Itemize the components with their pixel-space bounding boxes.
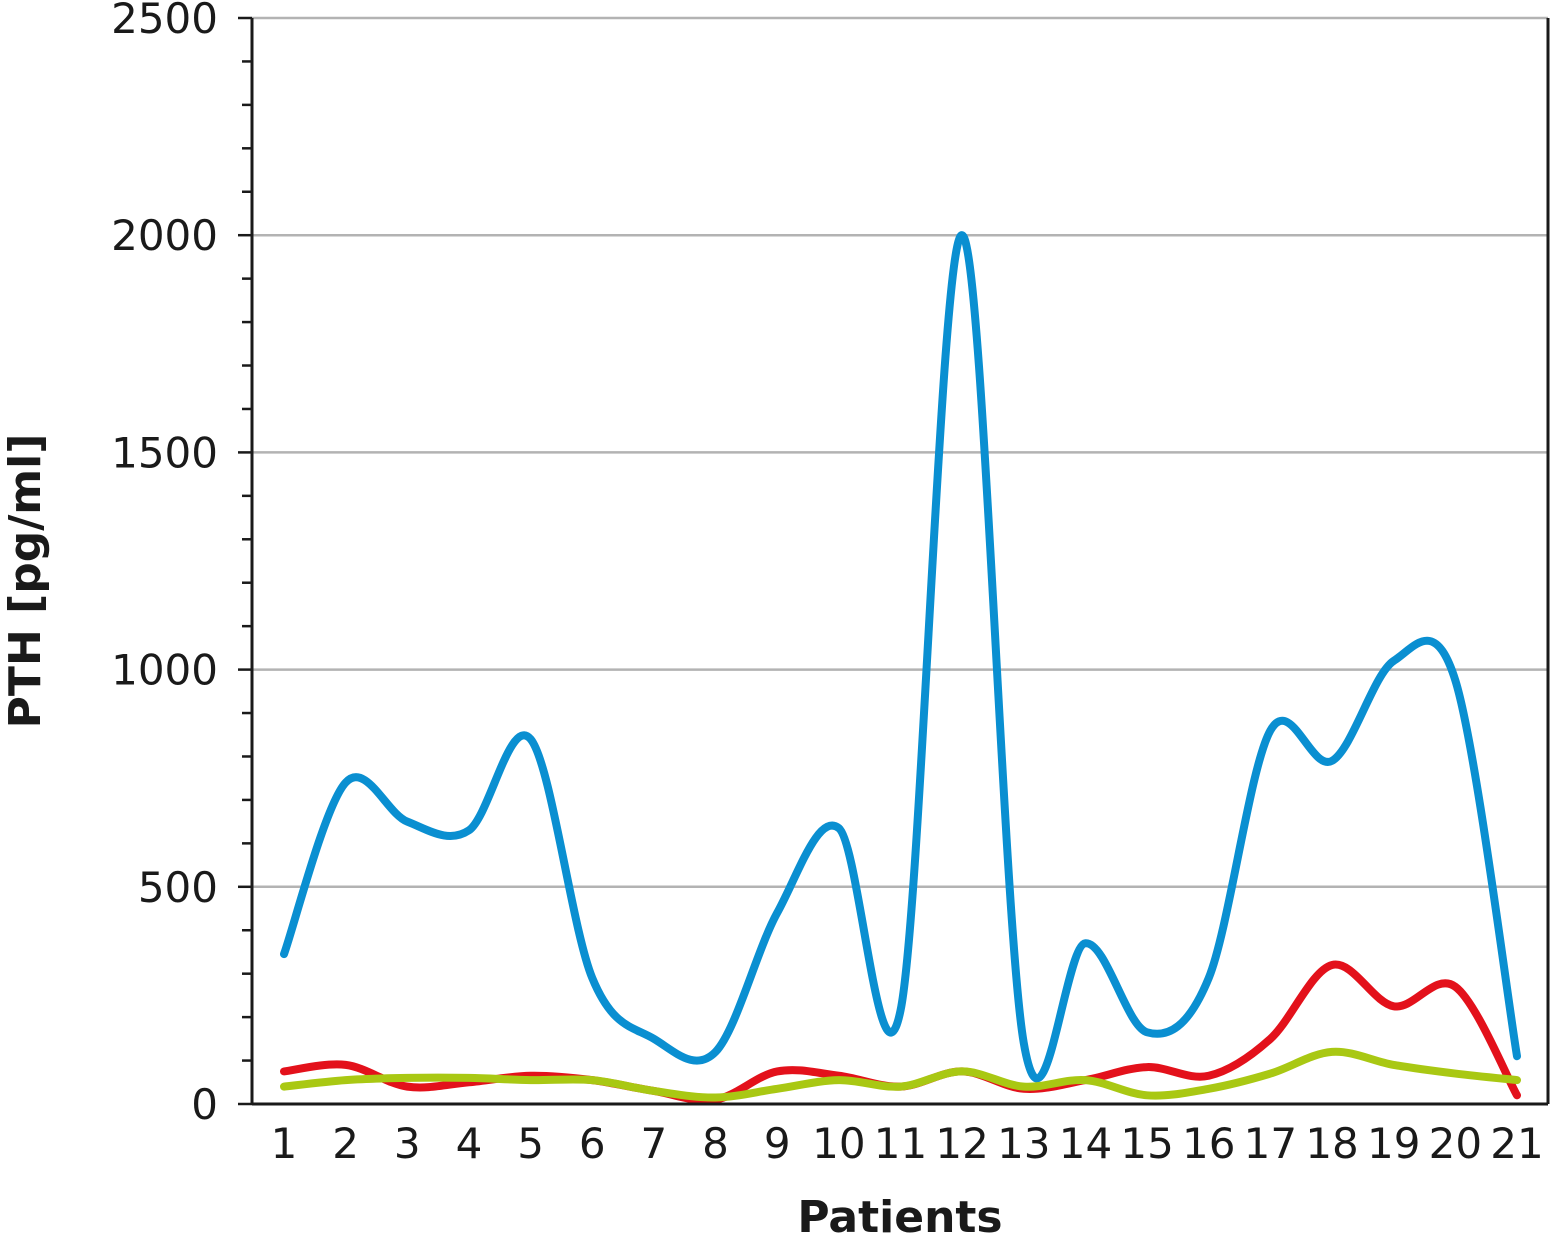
x-tick-label: 13: [997, 1119, 1050, 1168]
x-tick-label: 9: [764, 1119, 791, 1168]
y-axis-tick-labels: 0 500 1000 1500 2000 2500: [111, 0, 218, 1129]
y-tick-label: 1000: [111, 646, 218, 695]
y-tick-label: 1500: [111, 428, 218, 477]
x-tick-label: 7: [641, 1119, 668, 1168]
x-tick-label: 3: [394, 1119, 421, 1168]
y-tick-label: 0: [191, 1080, 218, 1129]
x-axis-title: Patients: [797, 1192, 1002, 1236]
axes: [250, 18, 1550, 1106]
y-axis-ticks: [238, 16, 252, 1106]
y-tick-label: 2500: [111, 0, 218, 43]
x-axis-tick-labels: 1 2 3 4 5 6 7 8 9 10 11 12 13 14 15 16 17 18 19 20 21: [271, 1119, 1544, 1168]
y-axis-title: PTH [pg/ml]: [0, 434, 51, 729]
grid-lines: [252, 16, 1548, 889]
x-tick-label: 5: [517, 1119, 544, 1168]
y-tick-label: 500: [138, 863, 218, 912]
x-tick-label: 17: [1244, 1119, 1297, 1168]
x-tick-label: 12: [935, 1119, 988, 1168]
data-series: [280, 231, 1521, 1105]
x-tick-label: 4: [456, 1119, 483, 1168]
x-tick-label: 1: [271, 1119, 298, 1168]
x-tick-label: 14: [1059, 1119, 1112, 1168]
x-tick-label: 15: [1120, 1119, 1173, 1168]
x-tick-label: 16: [1182, 1119, 1235, 1168]
series-line-1: [280, 231, 1521, 1083]
y-tick-label: 2000: [111, 211, 218, 260]
x-tick-label: 20: [1429, 1119, 1482, 1168]
x-tick-label: 19: [1367, 1119, 1420, 1168]
x-tick-label: 2: [332, 1119, 359, 1168]
series-line-3: [280, 1047, 1521, 1102]
x-tick-label: 8: [702, 1119, 729, 1168]
x-tick-label: 18: [1305, 1119, 1358, 1168]
x-tick-label: 10: [812, 1119, 865, 1168]
x-tick-label: 11: [874, 1119, 927, 1168]
x-tick-label: 21: [1490, 1119, 1543, 1168]
x-tick-label: 6: [579, 1119, 606, 1168]
